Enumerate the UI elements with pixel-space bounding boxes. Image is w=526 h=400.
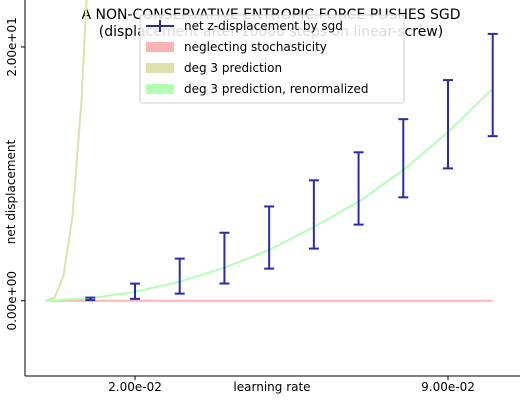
error-bar (398, 118, 409, 199)
legend-swatch (146, 63, 174, 73)
y-tick-label: 2.00e+01 (5, 17, 19, 76)
error-bar (85, 296, 96, 302)
error-bar (353, 151, 364, 226)
y-axis-label: net displacement (4, 140, 18, 245)
x-tick-label: 2.00e-02 (108, 380, 162, 394)
y-tick-label: 0.00e+00 (5, 271, 19, 330)
legend-label: neglecting stochasticity (184, 40, 327, 54)
legend-swatch (146, 42, 174, 52)
plot-area (45, 0, 498, 302)
x-tick-label: 9.00e-02 (421, 380, 475, 394)
legend-label: net z-displacement by sgd (184, 19, 343, 33)
error-bar (130, 282, 140, 300)
legend: net z-displacement by sgd neglecting stoc… (139, 14, 405, 104)
error-bar (174, 257, 185, 295)
error-bar (308, 179, 319, 250)
error-bar (264, 205, 275, 270)
legend-box (139, 14, 405, 104)
series-line (45, 0, 88, 302)
x-axis-label: learning rate (233, 380, 310, 394)
legend-label: deg 3 prediction, renormalized (184, 82, 368, 96)
error-bar (219, 231, 230, 285)
legend-label: deg 3 prediction (184, 61, 282, 75)
error-bar (487, 32, 498, 138)
error-bar (443, 79, 454, 170)
legend-swatch (146, 84, 174, 94)
